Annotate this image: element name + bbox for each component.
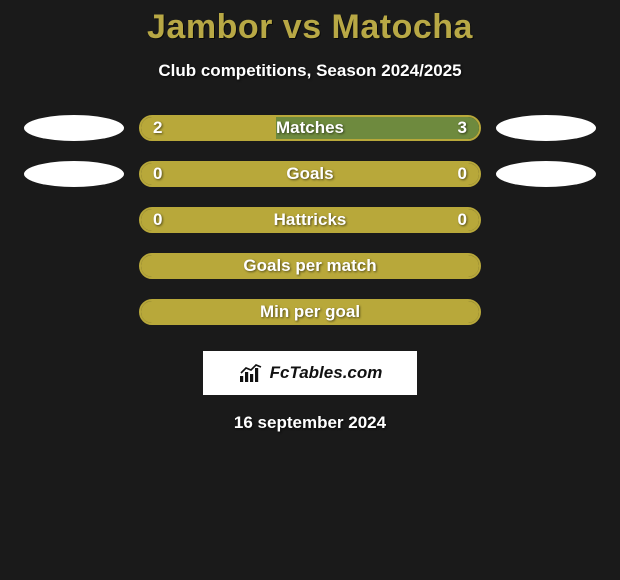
stats-list: 23Matches 00Goals 00Hattricks Goals per mat… [9,115,611,345]
date-text: 16 september 2024 [234,413,386,433]
player-left-badge [24,161,124,187]
stats-row: 23Matches [9,115,611,141]
player-left-badge-slot [9,115,139,141]
stat-bar: 23Matches [139,115,481,141]
stat-bar-fill-right [276,117,479,139]
player-right-badge [496,115,596,141]
player-right-badge-slot [481,161,611,187]
stat-bar-fill-left [141,117,276,139]
comparison-widget: Jambor vs Matocha Club competitions, Sea… [0,0,620,433]
player-right-badge [496,161,596,187]
brand-text: FcTables.com [270,363,383,383]
stats-row: 00Hattricks [9,207,611,233]
player-left-badge [24,115,124,141]
stats-row: 00Goals [9,161,611,187]
stats-row: Min per goal [9,299,611,325]
stat-bar: Goals per match [139,253,481,279]
stat-bar-fill-left [141,209,479,231]
stats-row: Goals per match [9,253,611,279]
page-title: Jambor vs Matocha [147,8,473,47]
page-subtitle: Club competitions, Season 2024/2025 [158,61,461,81]
stat-bar: 00Hattricks [139,207,481,233]
brand-badge[interactable]: FcTables.com [203,351,417,395]
stat-bar: 00Goals [139,161,481,187]
chart-icon [238,362,266,384]
stat-bar-fill-left [141,255,479,277]
player-right-badge-slot [481,115,611,141]
stat-bar: Min per goal [139,299,481,325]
stat-bar-fill-left [141,301,479,323]
player-left-badge-slot [9,161,139,187]
stat-bar-fill-left [141,163,479,185]
